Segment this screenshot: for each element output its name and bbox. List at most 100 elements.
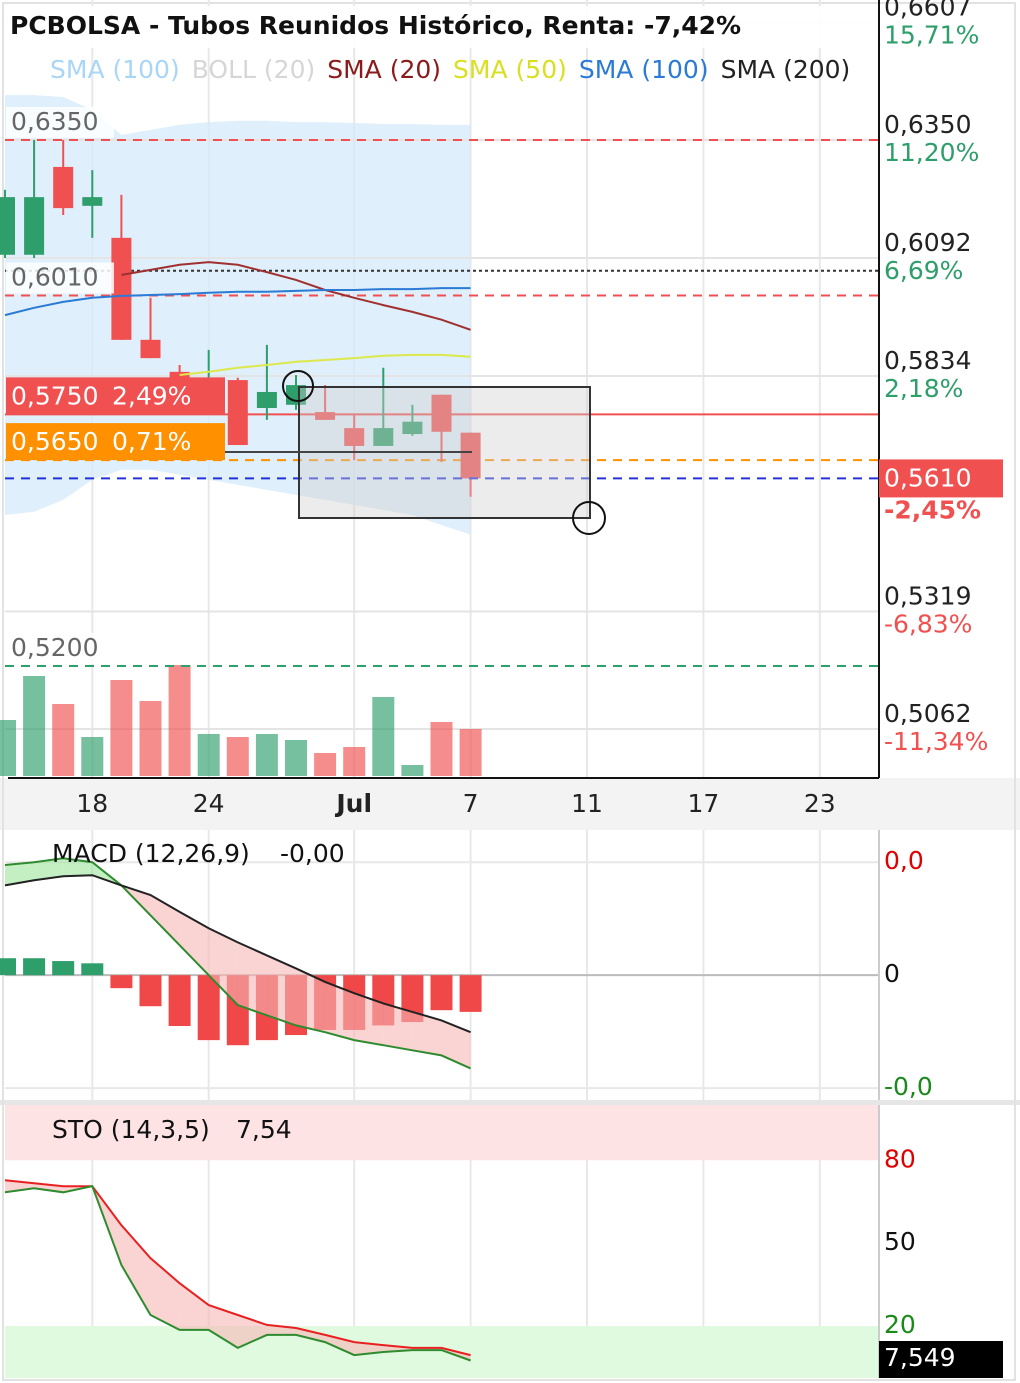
volume-bar	[168, 665, 191, 776]
last-price-label: 0,5610	[884, 463, 971, 492]
histogram-bar	[139, 975, 162, 1007]
candle-body	[402, 421, 423, 435]
indicator-title: MACD (12,26,9)	[52, 839, 250, 868]
signal-fill	[266, 955, 296, 1026]
x-tick-label: 7	[463, 789, 479, 818]
candle-body	[373, 428, 394, 446]
last-value-box	[879, 1341, 1003, 1378]
candle-body	[315, 412, 336, 420]
volume-bar	[197, 734, 220, 776]
y-tick-label: 80	[884, 1144, 916, 1173]
oversold-zone	[5, 1326, 879, 1378]
x-tick-label: 11	[571, 789, 603, 818]
histogram-bar	[430, 975, 453, 1011]
signal-fill	[296, 1327, 326, 1343]
signal-fill	[63, 858, 93, 877]
signal-fill	[296, 968, 326, 1033]
histogram-bar	[81, 963, 104, 976]
y-tick-change: -6,83%	[884, 610, 972, 639]
y-tick-label: 0,5319	[884, 582, 971, 611]
y-tick-label: 0,0	[884, 846, 924, 875]
legend-entry: SMA (20)	[327, 55, 441, 84]
signal-fill	[354, 993, 384, 1046]
level-label-box	[6, 262, 114, 294]
y-tick-change: 6,69%	[884, 256, 963, 285]
histogram-bar	[110, 975, 133, 989]
volume-bar	[23, 676, 46, 776]
signal-fill	[208, 928, 238, 1006]
level-label: 0,5200	[11, 633, 98, 662]
volume-bar	[285, 740, 307, 776]
moving-average	[121, 261, 471, 331]
legend-entry: SMA (100)	[50, 55, 180, 84]
level-label-box	[6, 423, 225, 461]
candle-body	[140, 339, 161, 359]
histogram-bar	[459, 975, 482, 1012]
level-label: 0,6350	[11, 107, 98, 136]
signal-fill	[150, 1258, 180, 1330]
x-tick-label: 17	[687, 789, 719, 818]
volume-bar	[139, 701, 162, 776]
indicator-value: 7,54	[236, 1115, 292, 1144]
candle-body	[344, 428, 365, 446]
x-tick-label: 18	[76, 789, 108, 818]
level-label-box	[6, 377, 225, 415]
level-label-box	[6, 632, 114, 664]
level-change: 2,49%	[112, 381, 191, 410]
candle-body	[82, 197, 103, 206]
y-tick-label: 0,6350	[884, 110, 971, 139]
volume-bar	[459, 729, 482, 776]
legend-entry: SMA (100)	[579, 55, 709, 84]
moving-average	[179, 353, 471, 376]
handle	[572, 501, 606, 535]
indicator-line	[4, 874, 471, 1034]
signal-fill	[34, 858, 64, 881]
signal-fill	[150, 894, 180, 946]
legend-entry: SMA (50)	[453, 55, 567, 84]
volume-bar	[314, 753, 337, 776]
y-tick-label: 0,6607	[884, 0, 971, 21]
level-label: 0,5750	[11, 381, 98, 410]
indicator-line	[4, 1185, 471, 1362]
x-tick-label: Jul	[334, 789, 372, 818]
volume-bar	[372, 697, 395, 776]
indicator-line	[4, 857, 472, 1070]
level-change: 0,71%	[112, 427, 191, 456]
chart-title: PCBOLSA - Tubos Reunidos Histórico, Rent…	[10, 11, 741, 40]
histogram-bar	[0, 958, 16, 976]
y-tick-change: 11,20%	[884, 138, 979, 167]
histogram-bar	[52, 961, 75, 976]
level-label: 0,5650	[11, 427, 98, 456]
volume-bar	[110, 680, 133, 776]
indicator-line	[4, 1179, 471, 1357]
signal-fill	[412, 1011, 442, 1056]
candle-body	[460, 432, 481, 479]
signal-fill	[208, 1305, 238, 1348]
signal-fill	[179, 1283, 209, 1330]
last-price-box	[879, 459, 1003, 498]
title-background	[5, 6, 878, 48]
volume-bar	[255, 734, 278, 776]
legend-entry: SMA (200)	[721, 55, 851, 84]
volume-bar	[0, 720, 16, 776]
moving-average	[4, 287, 471, 317]
x-tick-label: 23	[804, 789, 836, 818]
volume-bar	[343, 747, 366, 776]
y-tick-change: 2,18%	[884, 374, 963, 403]
y-tick-label: 20	[884, 1310, 916, 1339]
last-price-change: -2,45%	[884, 495, 981, 524]
histogram-bar	[168, 975, 191, 1027]
volume-bar	[430, 722, 453, 776]
signal-fill	[325, 981, 355, 1041]
y-tick-label: 0	[884, 959, 900, 988]
date-strip	[0, 778, 1020, 830]
y-tick-change: 15,71%	[884, 20, 979, 49]
candle-body	[53, 166, 74, 209]
legend-entry: BOLL (20)	[192, 55, 316, 84]
histogram-bar	[197, 975, 220, 1041]
candle-body	[256, 391, 277, 408]
y-tick-label: 0,6092	[884, 228, 971, 257]
